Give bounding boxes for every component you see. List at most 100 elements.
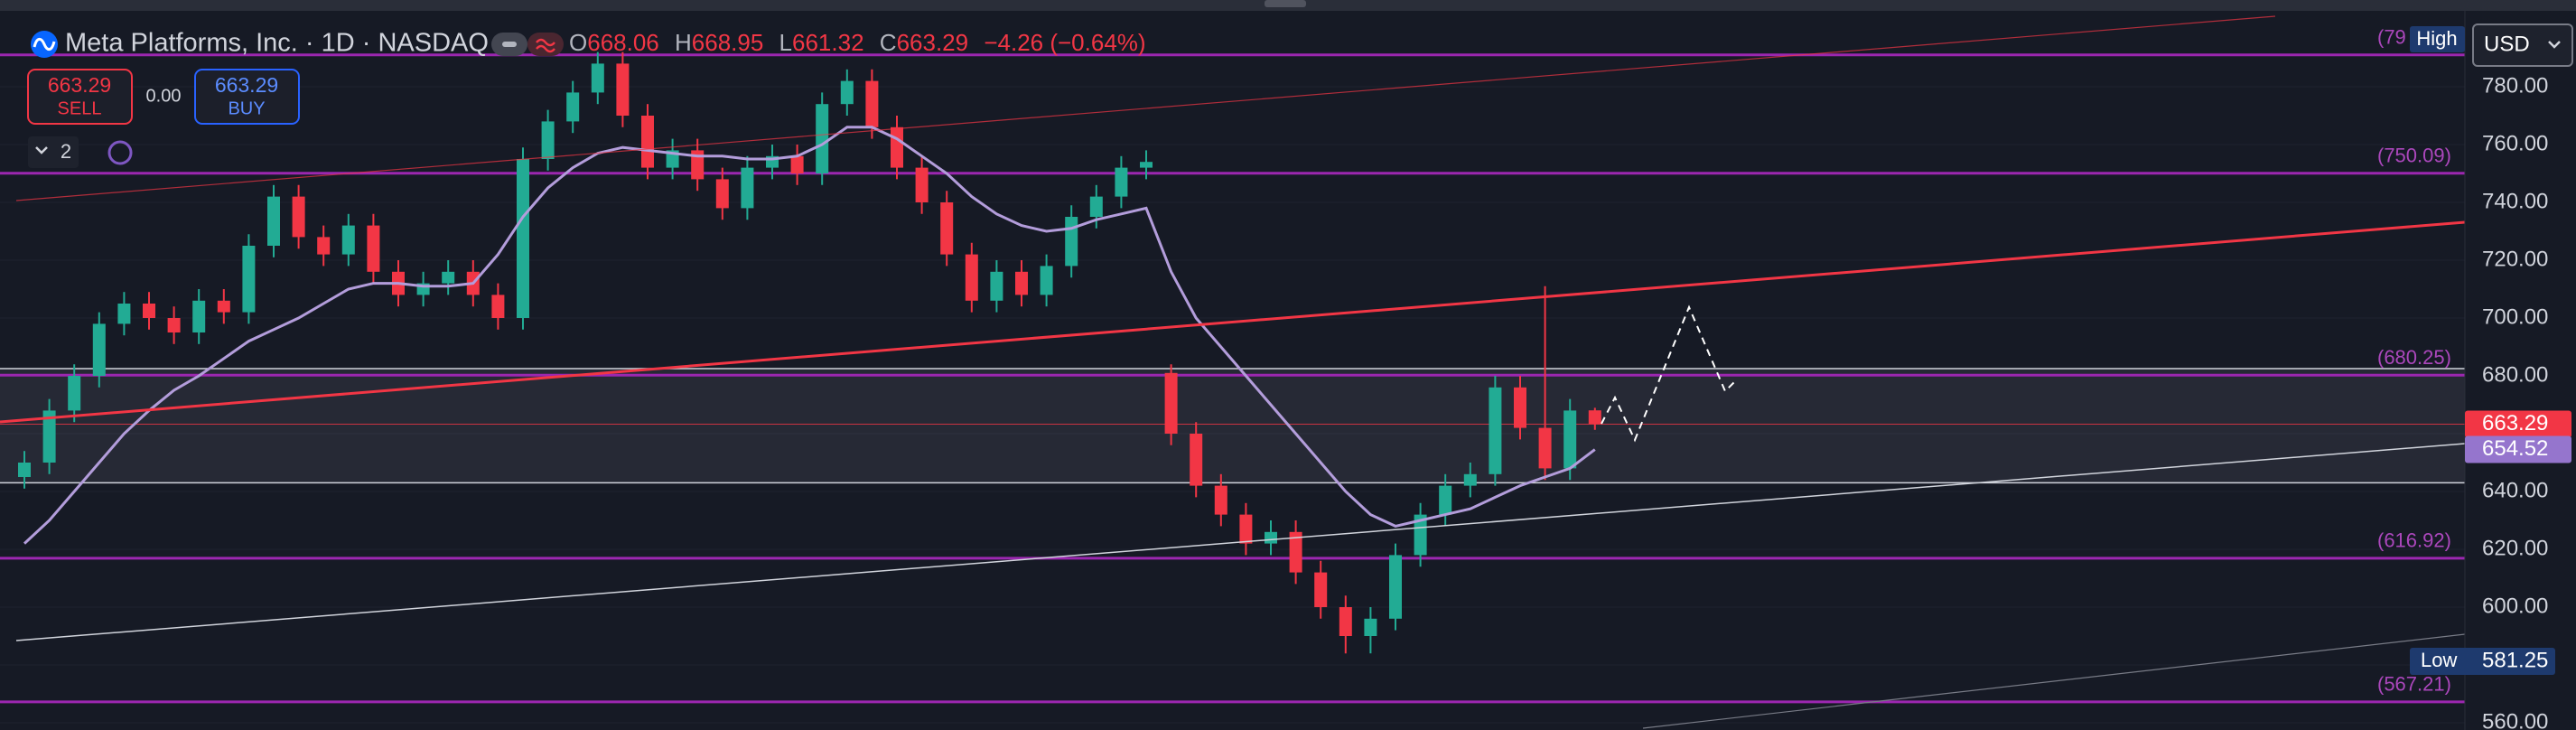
candle-body <box>367 225 380 272</box>
candle-body <box>1538 427 1552 469</box>
candle-body <box>891 126 903 168</box>
candle-body <box>1115 167 1128 197</box>
candle-body <box>616 63 630 116</box>
candle-body <box>1563 410 1577 469</box>
sell-label: SELL <box>58 98 102 118</box>
trend-line <box>15 443 2466 641</box>
candle-body <box>42 410 56 463</box>
candle-body <box>566 92 580 122</box>
level-label: (750.09) <box>2377 145 2451 167</box>
candle-body <box>1164 372 1178 434</box>
ohlc-key: C <box>880 29 897 56</box>
price-tag <box>2465 410 2571 438</box>
trend-line <box>1642 633 2466 729</box>
candle-body <box>292 196 305 238</box>
candle-body <box>117 304 131 324</box>
price-tag <box>2465 435 2571 463</box>
candle-body <box>491 295 505 318</box>
y-tick-label: 600.00 <box>2482 594 2548 618</box>
axis-background <box>2465 11 2576 730</box>
candle-body <box>1265 531 1277 544</box>
candle-body <box>691 150 705 180</box>
candle-body <box>167 318 181 332</box>
candle-body <box>442 271 455 284</box>
candle-body <box>217 300 230 313</box>
y-tick-label: 620.00 <box>2482 536 2548 560</box>
high-label: High <box>2416 27 2457 50</box>
toggle-icon <box>502 42 517 47</box>
candle-body <box>1289 531 1302 573</box>
symbol-title: Meta Platforms, Inc. · 1D · NASDAQ <box>65 29 489 58</box>
candle-body <box>940 202 954 255</box>
candle-body <box>143 304 155 318</box>
candle-body <box>68 376 81 411</box>
candle-body <box>1489 387 1502 474</box>
candle-body <box>1414 514 1427 556</box>
candle-body <box>915 167 929 202</box>
candle-body <box>1214 485 1227 515</box>
trend-line <box>0 220 2466 424</box>
candle-body <box>1190 434 1203 486</box>
chevron <box>35 146 48 154</box>
currency: USD <box>2484 32 2530 56</box>
candle-body <box>18 463 31 477</box>
candle-body <box>1314 572 1328 607</box>
candle-body <box>1040 266 1053 295</box>
level-label: (680.25) <box>2377 346 2451 369</box>
toggle-icon <box>536 38 555 53</box>
ohlc-key: O <box>569 29 587 56</box>
price-tag-label: 654.52 <box>2482 436 2548 461</box>
y-tick-label: 680.00 <box>2482 362 2548 387</box>
resize-handle <box>1265 0 1306 7</box>
candle-body <box>1463 473 1477 486</box>
candle-body <box>1588 410 1601 425</box>
candle-body <box>1140 162 1153 168</box>
candle-body <box>1389 555 1402 619</box>
y-tick-label: 760.00 <box>2482 131 2548 155</box>
spread: 0.00 <box>146 86 182 106</box>
sell-button[interactable] <box>27 69 133 125</box>
ohlc-value: 668.06 <box>587 29 659 56</box>
candle-body <box>92 323 106 376</box>
candle-body <box>541 121 555 159</box>
ohlc-key: H <box>675 29 692 56</box>
indicators-count: 2 <box>61 140 71 163</box>
candle-body <box>790 155 804 173</box>
candle-body <box>865 80 879 127</box>
moving-average <box>23 126 1596 545</box>
candle-body <box>192 300 206 332</box>
y-tick-label: 780.00 <box>2482 73 2548 98</box>
candle-body <box>965 254 978 301</box>
candle-body <box>840 80 854 105</box>
currency-dropdown[interactable] <box>2472 23 2573 67</box>
sell-price: 663.29 <box>48 73 111 97</box>
y-tick-label: 560.00 <box>2482 709 2548 730</box>
candle-body <box>741 167 754 209</box>
logo-mark <box>33 37 56 51</box>
candle-body <box>591 63 604 93</box>
level-label: (79 <box>2377 26 2406 49</box>
ohlc-legend: O668.06 H668.95 L661.32 C663.29 −4.26 (−… <box>569 29 1146 56</box>
indicators-toggle[interactable] <box>28 136 79 168</box>
buy-button[interactable] <box>194 69 300 125</box>
candle-body <box>1239 514 1253 544</box>
sync-icon[interactable] <box>107 140 133 165</box>
high-tag <box>2410 26 2465 52</box>
candle-body <box>641 116 654 168</box>
y-tick-label: 700.00 <box>2482 304 2548 329</box>
toggle[interactable] <box>527 33 564 56</box>
candle-body <box>1089 196 1103 217</box>
low-label: Low <box>2421 649 2457 671</box>
candle-body <box>517 159 529 318</box>
candle-body <box>267 196 280 246</box>
candle-body <box>1364 618 1377 636</box>
candle-body <box>317 237 331 255</box>
candle-body <box>816 104 829 173</box>
ohlc-key: L <box>779 29 792 56</box>
level-label: (616.92) <box>2377 529 2451 552</box>
ohlc-value: 668.95 <box>692 29 764 56</box>
candle-body <box>242 246 256 313</box>
candle-body <box>1339 607 1352 636</box>
